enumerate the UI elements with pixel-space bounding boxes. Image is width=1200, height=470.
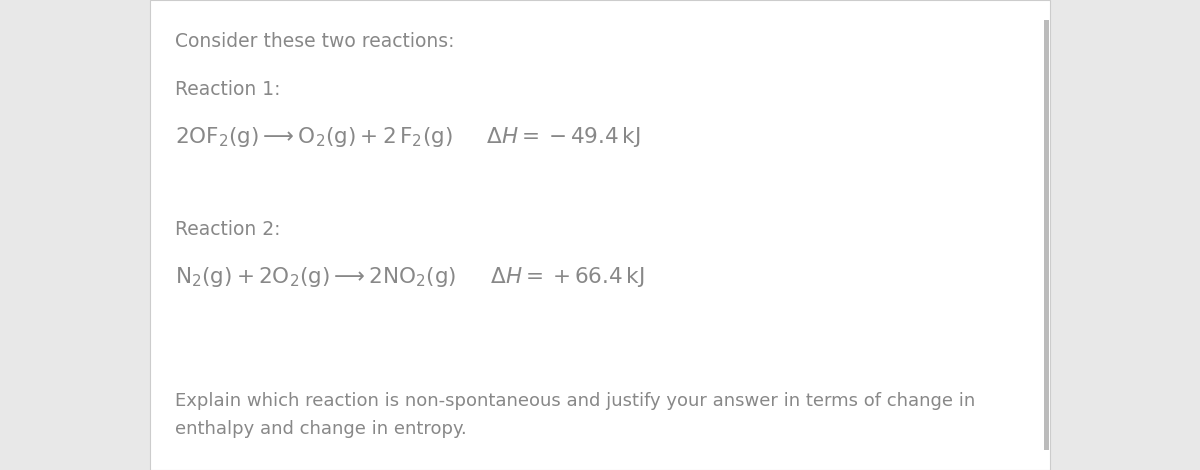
Text: enthalpy and change in entropy.: enthalpy and change in entropy. [175,420,467,438]
Text: Explain which reaction is non-spontaneous and justify your answer in terms of ch: Explain which reaction is non-spontaneou… [175,392,976,410]
Text: Reaction 1:: Reaction 1: [175,80,281,99]
Text: Consider these two reactions:: Consider these two reactions: [175,32,455,51]
Bar [1044,20,1049,450]
Text: Reaction 2:: Reaction 2: [175,220,281,239]
Text: $\mathregular{2OF_2(g) \longrightarrow O_2(g) + 2\,F_2(g)}$     $\Delta H = -49.: $\mathregular{2OF_2(g) \longrightarrow O… [175,125,641,149]
Text: $\mathregular{N_2(g) + 2O_2(g) \longrightarrow 2NO_2(g)}$     $\Delta H = +66.4\: $\mathregular{N_2(g) + 2O_2(g) \longrigh… [175,265,644,289]
Bar [150,0,1050,470]
